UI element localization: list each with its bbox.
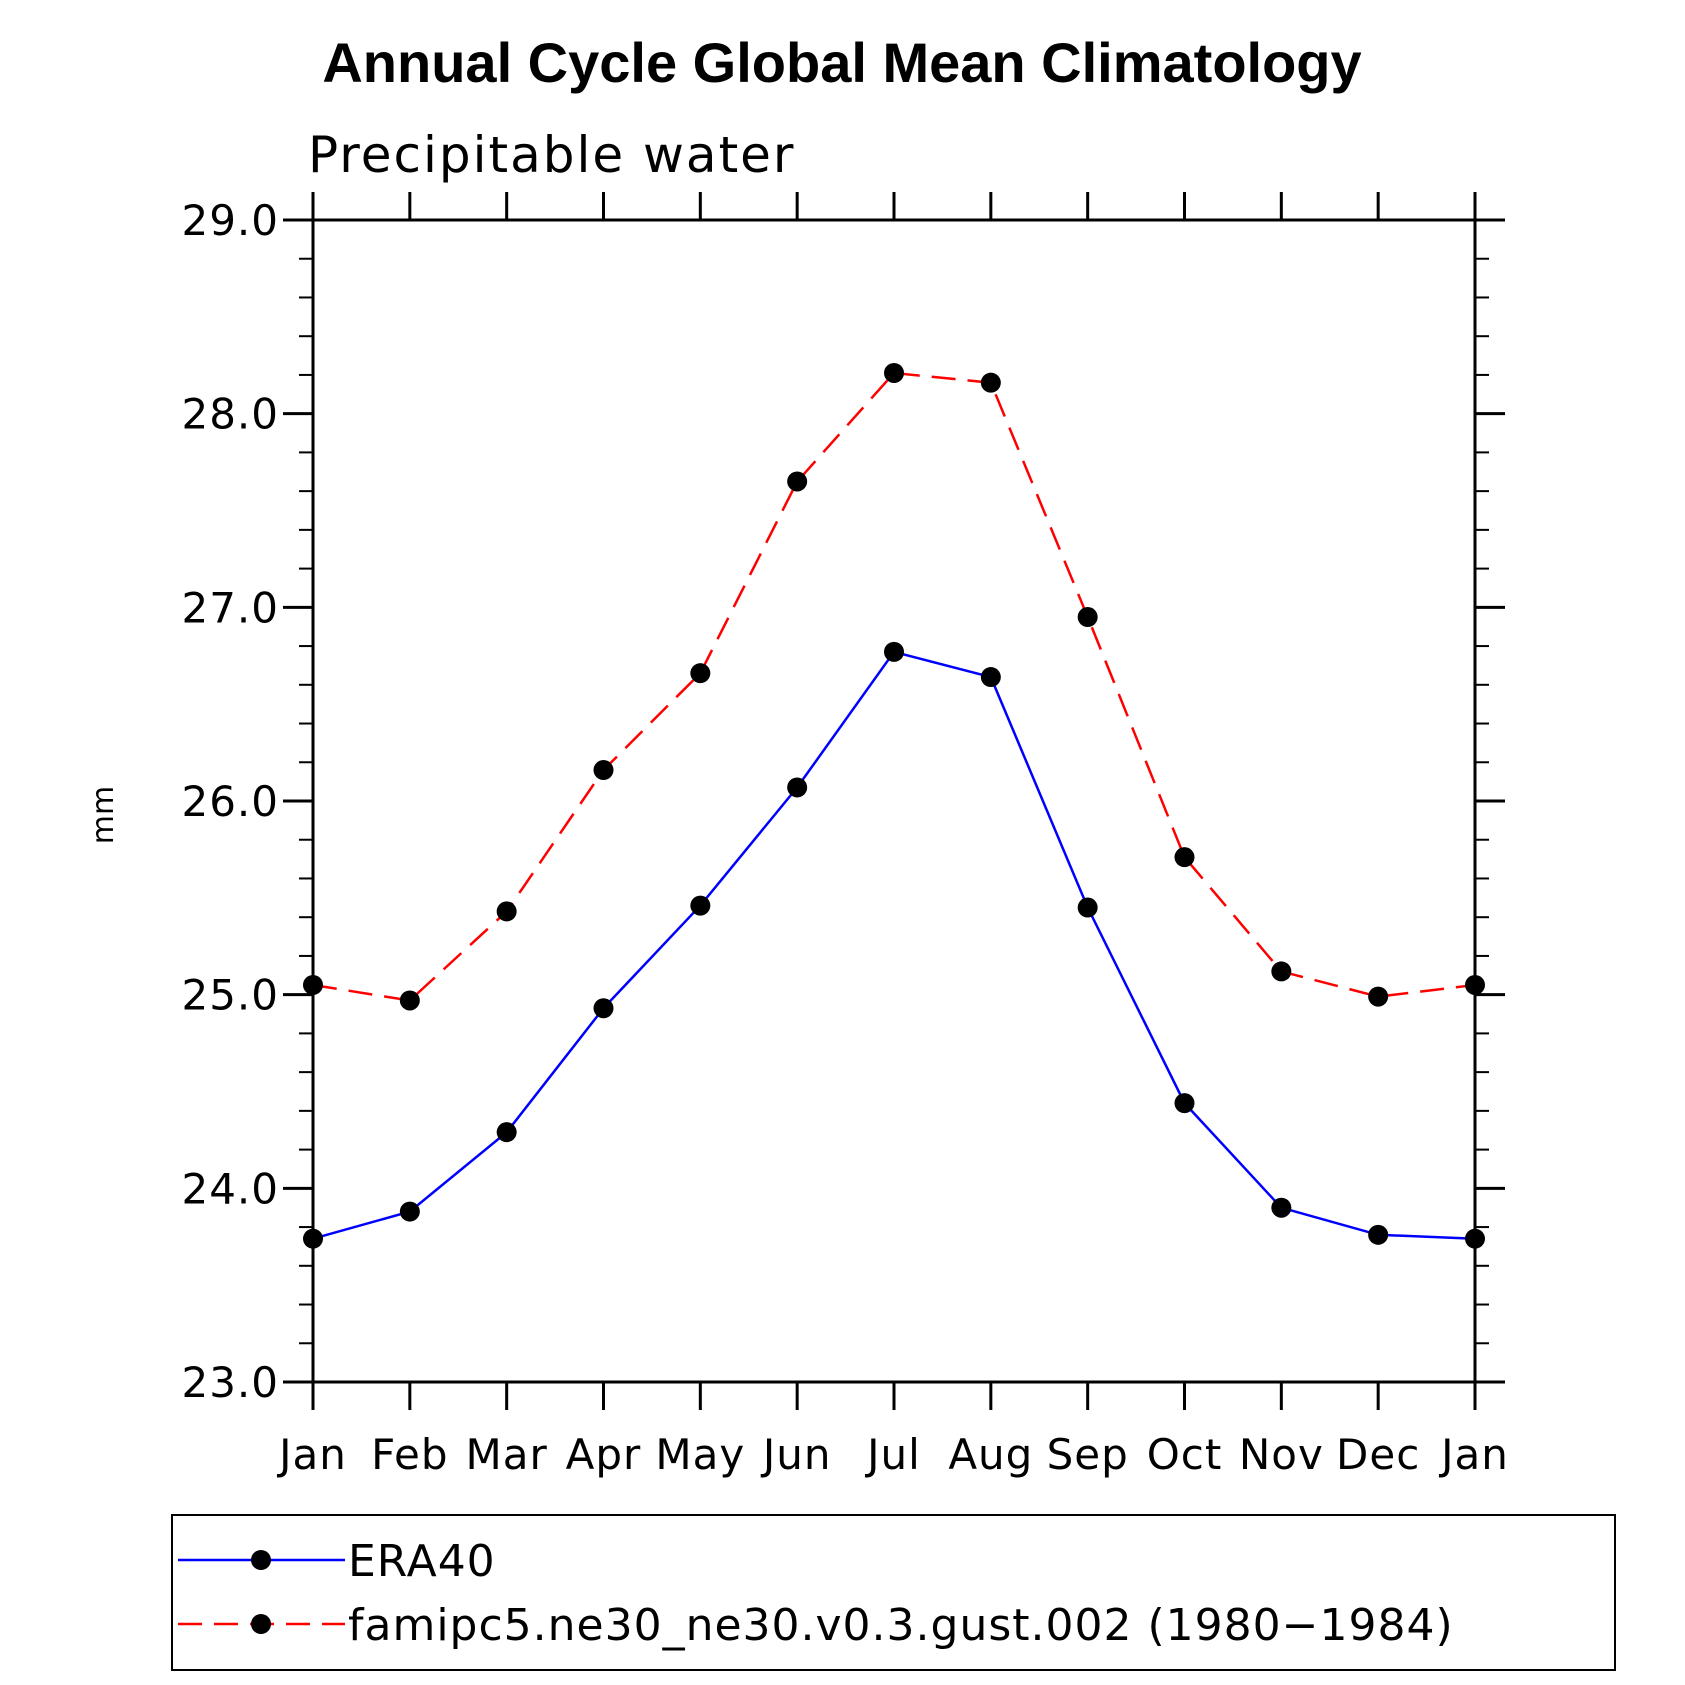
x-tick-label: Aug <box>948 1430 1033 1479</box>
y-tick-label: 25.0 <box>181 971 279 1020</box>
x-tick-label: Apr <box>566 1430 642 1479</box>
data-point <box>399 990 420 1011</box>
chart-subtitle: Precipitable water <box>308 126 796 184</box>
data-point <box>690 663 711 684</box>
x-tick-label: Feb <box>371 1430 448 1479</box>
x-tick-label: Jan <box>276 1430 347 1479</box>
y-tick-label: 24.0 <box>181 1164 279 1213</box>
data-point <box>399 1201 420 1222</box>
data-point <box>787 471 808 492</box>
data-point <box>884 362 904 383</box>
data-point <box>1465 974 1485 995</box>
data-point <box>1368 1224 1389 1245</box>
data-point <box>787 777 808 798</box>
legend-item: famipc5.ne30_ne30.v0.3.gust.002 (1980−19… <box>178 1600 1454 1651</box>
data-point <box>884 641 904 662</box>
data-point <box>1174 1093 1195 1114</box>
x-tick-label: Dec <box>1336 1430 1420 1479</box>
data-point <box>496 901 517 922</box>
legend-items: ERA40 famipc5.ne30_ne30.v0.3.gust.002 (19… <box>178 1536 1454 1651</box>
legend-marker <box>251 1614 271 1634</box>
x-tick-label: Sep <box>1047 1430 1129 1479</box>
legend: ERA40 famipc5.ne30_ne30.v0.3.gust.002 (19… <box>171 1514 1616 1671</box>
legend-marker <box>251 1550 271 1570</box>
x-tick-label: Jul <box>864 1430 921 1479</box>
x-tick-label: May <box>655 1430 745 1479</box>
data-point <box>1271 1197 1292 1218</box>
legend-box <box>171 1514 1616 1671</box>
data-point <box>1077 897 1098 918</box>
x-tick-label: Mar <box>466 1430 548 1479</box>
y-tick-label: 29.0 <box>181 196 279 245</box>
legend-label: ERA40 <box>348 1536 496 1587</box>
data-point <box>303 1228 323 1249</box>
data-point <box>980 667 1001 688</box>
legend-item: ERA40 <box>178 1536 496 1587</box>
data-point <box>1271 961 1292 982</box>
data-point <box>496 1122 517 1143</box>
plot-area-frame <box>311 218 1477 1384</box>
data-point <box>1077 607 1098 628</box>
data-point <box>593 998 614 1019</box>
series-line <box>312 371 1476 1002</box>
x-tick-label: Oct <box>1147 1430 1223 1479</box>
x-tick-label: Jun <box>760 1430 832 1479</box>
y-tick-label: 26.0 <box>181 777 279 826</box>
data-point <box>1465 1228 1485 1249</box>
series-line <box>312 650 1476 1240</box>
series-famipc5 <box>303 362 1485 1011</box>
data-point <box>1174 847 1195 868</box>
y-tick-label: 23.0 <box>181 1358 279 1407</box>
data-point <box>690 895 711 916</box>
data-point <box>980 372 1001 393</box>
y-tick-label: 28.0 <box>181 390 279 439</box>
legend-label: famipc5.ne30_ne30.v0.3.gust.002 (1980−19… <box>348 1600 1454 1651</box>
chart-title: Annual Cycle Global Mean Climatology <box>322 31 1361 94</box>
data-point <box>593 760 614 781</box>
x-tick-label: Nov <box>1239 1430 1324 1479</box>
x-tick-label: Jan <box>1438 1430 1509 1479</box>
data-point <box>303 974 323 995</box>
y-tick-label: 27.0 <box>181 583 279 632</box>
series-group <box>303 362 1485 1249</box>
series-era40 <box>303 641 1485 1249</box>
axes: Jan Feb Mar Apr May Jun Jul Aug Sep Oct Nov Dec Jan 2… <box>181 192 1508 1479</box>
y-axis-label: mm <box>86 786 121 844</box>
data-point <box>1368 986 1389 1007</box>
